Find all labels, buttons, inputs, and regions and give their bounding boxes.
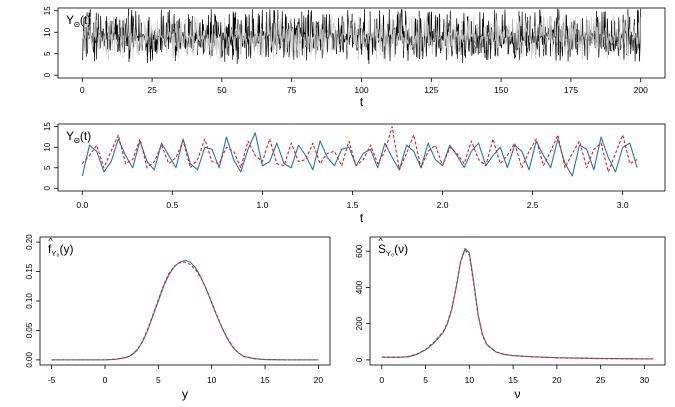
plot-area — [51, 259, 319, 361]
x-tick-label: 25 — [147, 85, 157, 95]
x-tick-label: 1.5 — [347, 200, 359, 210]
plot-frame — [57, 123, 666, 192]
y-tick-label: 0.20 — [25, 234, 34, 250]
x-tick-label: 10 — [465, 375, 475, 385]
x-tick-label: 0.0 — [76, 200, 88, 210]
x-tick-label: 175 — [564, 85, 578, 95]
plot-frame — [39, 236, 331, 366]
x-tick-label: 0 — [103, 375, 108, 385]
y-tick-label: 0.10 — [25, 293, 34, 309]
panel-title-hat: ^ — [49, 236, 54, 246]
x-tick-label: 0.5 — [166, 200, 178, 210]
title-subscript: Y₀ — [51, 249, 59, 258]
panel-top: 0 25 50 75 100 125 150 175 200 0 5 10 15 t YΘ(t) — [43, 6, 666, 109]
series-line-solid — [381, 247, 654, 360]
x-axis-label: ν — [515, 387, 521, 401]
title-tail: (y) — [59, 242, 73, 256]
x-tick-label: 3.0 — [617, 200, 629, 210]
y-tick-label: 0.15 — [25, 263, 34, 279]
series-trace-grey — [82, 15, 641, 61]
x-tick-label: 50 — [217, 85, 227, 95]
series-line-dashed — [381, 249, 654, 360]
panel-title: fY₀(y) — [48, 242, 73, 258]
title-tail: (t) — [80, 13, 91, 27]
y-tick-label: 400 — [355, 280, 364, 294]
x-tick-label: 15 — [508, 375, 518, 385]
series-line-dashed — [81, 126, 638, 173]
x-tick-label: 5 — [156, 375, 161, 385]
title-main: Y — [66, 129, 74, 143]
x-tick-label: 200 — [634, 85, 648, 95]
y-tick-label: 5 — [43, 165, 52, 170]
x-tick-label: 0 — [80, 85, 85, 95]
series-line-dashed — [51, 261, 319, 361]
title-subscript: Θ — [74, 20, 80, 29]
y-tick-label: 15 — [43, 122, 52, 131]
panel-middle: 0.0 0.5 1.0 1.5 2.0 2.5 3.0 0 5 10 15 t YΘ(t) — [43, 122, 666, 225]
y-tick-label: 15 — [43, 6, 52, 15]
x-tick-label: 100 — [354, 85, 368, 95]
y-tick-label: 10 — [43, 142, 52, 151]
x-tick-label: 20 — [314, 375, 324, 385]
x-tick-label: 75 — [287, 85, 297, 95]
series-line-solid — [81, 132, 638, 177]
x-tick-label: 10 — [207, 375, 217, 385]
plot-area — [81, 8, 642, 65]
x-tick-label: 150 — [494, 85, 508, 95]
panel-title: YΘ(t) — [66, 13, 91, 29]
x-tick-label: 5 — [423, 375, 428, 385]
x-tick-label: 30 — [640, 375, 650, 385]
x-tick-label: 0 — [379, 375, 384, 385]
y-tick-label: 0 — [43, 186, 52, 191]
x-axis-label: t — [360, 95, 364, 109]
x-tick-label: 2.5 — [527, 200, 539, 210]
x-tick-label: 2.0 — [437, 200, 449, 210]
x-tick-label: 1.0 — [257, 200, 269, 210]
x-axis-label: t — [360, 211, 364, 225]
y-tick-label: 10 — [43, 27, 52, 36]
x-tick-label: 20 — [552, 375, 562, 385]
x-tick-label: 25 — [596, 375, 606, 385]
panel-title-hat: ^ — [379, 236, 384, 246]
panel-title: SY₀(ν) — [378, 242, 408, 258]
title-main: Y — [66, 13, 74, 27]
title-main: f — [48, 242, 52, 256]
y-tick-label: 0 — [43, 72, 52, 77]
y-tick-label: 200 — [355, 316, 364, 330]
x-axis-label: y — [182, 387, 188, 401]
y-tick-label: 0.05 — [25, 322, 34, 338]
y-tick-label: 5 — [43, 51, 52, 56]
y-tick-label: 0.00 — [25, 352, 34, 368]
title-tail: (ν) — [394, 242, 408, 256]
x-tick-label: 125 — [424, 85, 438, 95]
panel-title: YΘ(t) — [66, 129, 91, 145]
x-tick-label: 15 — [260, 375, 270, 385]
title-tail: (t) — [80, 129, 91, 143]
title-subscript: Θ — [74, 136, 80, 145]
plot-area — [381, 247, 654, 360]
y-tick-label: 600 — [355, 244, 364, 258]
y-tick-label: 0 — [355, 357, 364, 362]
title-subscript: Y₀ — [386, 249, 394, 258]
plot-frame — [369, 236, 666, 366]
series-line-solid — [51, 259, 319, 361]
title-main: S — [378, 242, 386, 256]
series-trace-black — [81, 8, 642, 65]
x-tick-label: -5 — [48, 375, 56, 385]
plot-area — [81, 126, 638, 177]
